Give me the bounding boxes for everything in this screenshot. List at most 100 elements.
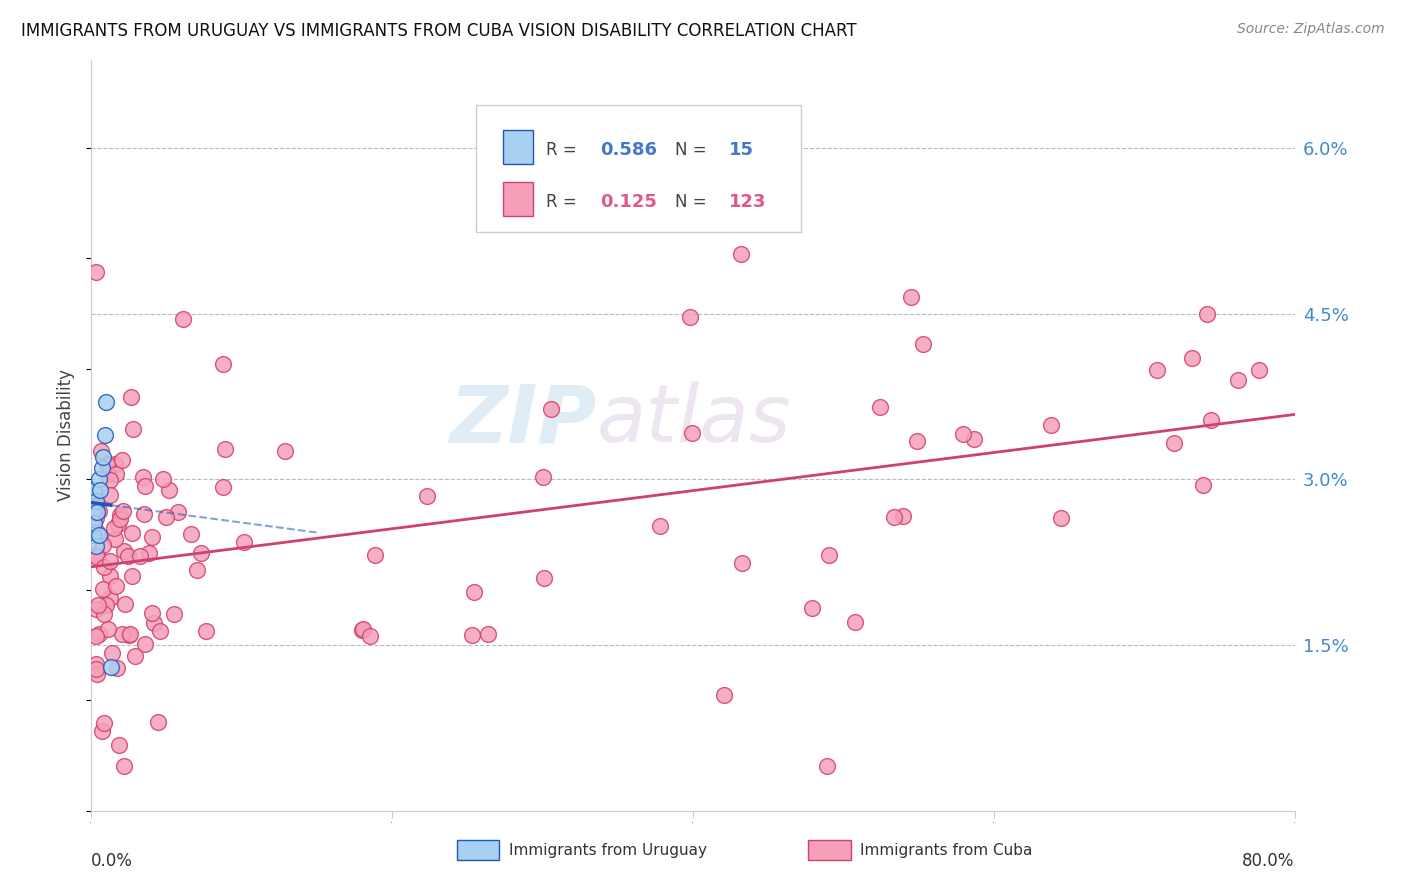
Point [84, 494, 107, 508]
Point [86, 505, 108, 519]
Point [891, 508, 914, 523]
Text: ZIP: ZIP [450, 381, 596, 459]
Point [905, 434, 928, 448]
Point [93, 607, 115, 622]
Point [1146, 363, 1168, 377]
Point [90, 443, 112, 458]
Point [1247, 363, 1270, 377]
Point [131, 470, 153, 484]
Point [82, 505, 104, 519]
Point [195, 624, 218, 638]
Point [463, 585, 485, 599]
Point [118, 628, 141, 642]
Point [89, 483, 111, 498]
Point [1195, 306, 1218, 320]
Point [117, 549, 139, 563]
Text: 80.0%: 80.0% [1243, 852, 1295, 870]
Point [1192, 478, 1215, 492]
Point [86, 525, 108, 540]
Point [801, 601, 824, 615]
Point [883, 509, 905, 524]
Text: Source: ZipAtlas.com: Source: ZipAtlas.com [1237, 22, 1385, 37]
Point [86, 667, 108, 681]
Point [97, 622, 120, 636]
Point [111, 504, 134, 518]
Point [84, 505, 107, 519]
Point [103, 521, 125, 535]
Point [211, 357, 233, 371]
Point [98, 473, 121, 487]
Point [190, 546, 212, 560]
Point [84, 549, 107, 563]
Point [84, 602, 107, 616]
Point [352, 622, 374, 636]
Point [869, 400, 891, 414]
Text: 0.586: 0.586 [600, 142, 657, 160]
Point [134, 479, 156, 493]
Point [1050, 511, 1073, 525]
Point [121, 526, 143, 541]
FancyBboxPatch shape [503, 130, 533, 164]
Point [111, 453, 134, 467]
Text: R =: R = [546, 194, 582, 211]
Point [84, 265, 107, 279]
Point [121, 569, 143, 583]
Point [98, 487, 121, 501]
Text: 0.0%: 0.0% [91, 852, 134, 870]
Point [100, 568, 122, 582]
Point [531, 469, 554, 483]
Point [533, 571, 555, 585]
Text: Immigrants from Uruguay: Immigrants from Uruguay [509, 843, 707, 857]
Point [84, 629, 107, 643]
Point [415, 489, 437, 503]
Point [104, 467, 127, 482]
Point [90, 461, 112, 475]
Point [107, 738, 129, 752]
Point [152, 472, 174, 486]
Point [104, 579, 127, 593]
Point [91, 450, 114, 465]
Point [157, 483, 180, 497]
Text: Immigrants from Cuba: Immigrants from Cuba [860, 843, 1033, 857]
Point [149, 624, 172, 638]
Point [128, 549, 150, 563]
Point [844, 615, 866, 629]
Point [87, 503, 110, 517]
Point [96, 395, 118, 409]
Point [98, 591, 121, 605]
Point [97, 467, 120, 482]
Point [87, 598, 110, 612]
Point [952, 426, 974, 441]
Point [108, 508, 131, 522]
Point [84, 662, 107, 676]
Point [163, 607, 186, 621]
Point [84, 498, 107, 512]
Point [146, 715, 169, 730]
Text: 15: 15 [728, 142, 754, 160]
Point [122, 422, 145, 436]
FancyBboxPatch shape [477, 104, 801, 232]
Point [815, 759, 838, 773]
Text: IMMIGRANTS FROM URUGUAY VS IMMIGRANTS FROM CUBA VISION DISABILITY CORRELATION CH: IMMIGRANTS FROM URUGUAY VS IMMIGRANTS FR… [21, 22, 856, 40]
Point [84, 657, 107, 671]
Point [93, 428, 115, 442]
Point [86, 547, 108, 561]
Point [82, 527, 104, 541]
Point [166, 505, 188, 519]
Point [911, 336, 934, 351]
Point [900, 290, 922, 304]
Point [359, 629, 381, 643]
Text: atlas: atlas [596, 381, 792, 459]
Y-axis label: Vision Disability: Vision Disability [58, 369, 75, 501]
Point [91, 582, 114, 596]
Point [681, 425, 703, 440]
Text: 123: 123 [728, 194, 766, 211]
Point [84, 500, 107, 514]
Point [648, 519, 671, 533]
Text: N =: N = [675, 142, 711, 160]
Point [104, 532, 127, 546]
Text: R =: R = [546, 142, 582, 160]
Point [124, 648, 146, 663]
Point [100, 660, 122, 674]
FancyBboxPatch shape [503, 182, 533, 216]
